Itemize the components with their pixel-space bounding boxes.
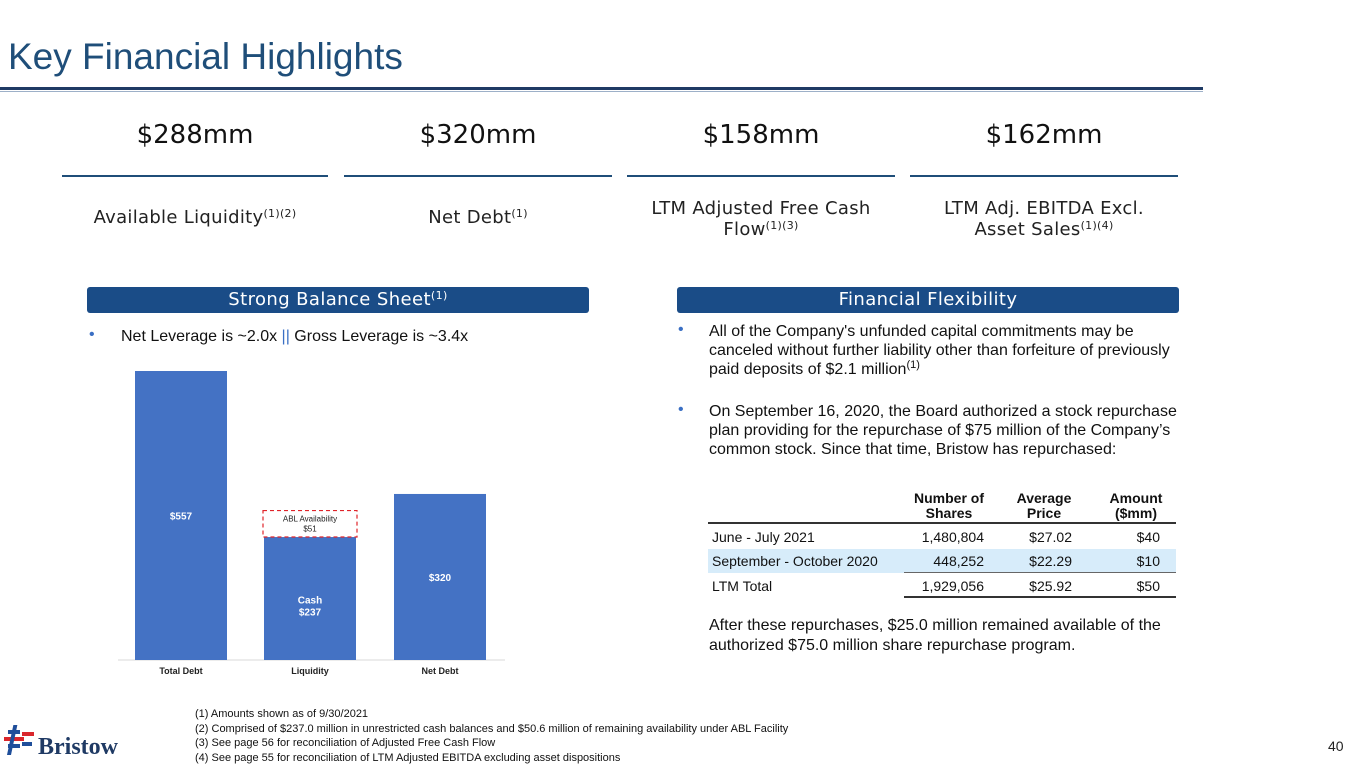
kpi-net-debt-label: Net Debt(1) [428, 207, 528, 228]
bullet-icon: • [678, 401, 684, 418]
footnote: (4) See page 55 for reconciliation of LT… [195, 751, 621, 764]
kpi-free-cash-flow-value: $158mm [702, 120, 820, 150]
header-shares: Number of Shares [914, 490, 984, 521]
title-divider-shadow [0, 91, 1203, 92]
table-row: September - October 2020 448,252 $22.29 … [708, 549, 1176, 573]
debt-liquidity-chart: $557 Cash $237 ABL Availability $51 $320 Total… [110, 360, 510, 680]
kpi-net-debt-value: $320mm [419, 120, 537, 150]
footnotes: (1) Amounts shown as of 9/30/2021 (2) Co… [195, 707, 788, 765]
bristow-mark-icon [4, 725, 34, 755]
repurchase-bullet: On September 16, 2020, the Board authori… [709, 403, 1177, 458]
chart-category-label: Total Debt [159, 666, 202, 676]
footnote: (2) Comprised of $237.0 million in unres… [195, 722, 789, 735]
kpi-divider [910, 175, 1178, 177]
kpi-ebitda-value: $162mm [985, 120, 1103, 150]
chart-data-label: Cash [298, 596, 322, 607]
bristow-logo: Bristow [4, 722, 144, 762]
kpi-divider [627, 175, 895, 177]
table-header-rule [708, 522, 1176, 524]
header-price: Average Price [1016, 490, 1072, 521]
kpi-available-liquidity-label: Available Liquidity(1)(2) [93, 207, 297, 228]
bullet-icon: • [678, 321, 684, 338]
chart-bar [135, 371, 227, 660]
title-divider [0, 87, 1203, 90]
kpi-ebitda-label: LTM Adj. EBITDA Excl. Asset Sales(1)(4) [944, 198, 1144, 240]
leverage-bullet: Net Leverage is ~2.0x || Gross Leverage … [121, 328, 469, 345]
page-title: Key Financial Highlights [8, 36, 403, 77]
chart-category-label: Liquidity [291, 666, 329, 676]
table-row-total: LTM Total 1,929,056 $25.92 $50 [712, 578, 1160, 594]
table-row: June - July 2021 1,480,804 $27.02 $40 [712, 529, 1160, 545]
after-repurchase-text: After these repurchases, $25.0 million r… [709, 617, 1161, 654]
kpi-divider [62, 175, 328, 177]
svg-text:Bristow: Bristow [38, 734, 119, 760]
chart-bar-abl-availability [262, 509, 358, 538]
financial-flexibility-banner: Financial Flexibility [677, 287, 1179, 313]
chart-canvas: $557 Cash$237 ABL Availability$51 $320 Total… [118, 371, 505, 676]
strong-balance-sheet-banner: Strong Balance Sheet(1) [87, 287, 589, 313]
chart-data-label: $320 [429, 573, 452, 584]
chart-data-label: $51 [303, 525, 317, 534]
header-amount: Amount ($mm) [1109, 490, 1163, 521]
chart-bar [264, 537, 356, 660]
kpi-free-cash-flow-label: LTM Adjusted Free Cash Flow(1)(3) [651, 198, 871, 240]
chart-data-label: $557 [170, 512, 193, 523]
commitments-bullet: All of the Company's unfunded capital co… [709, 323, 1170, 378]
kpi-available-liquidity-value: $288mm [136, 120, 254, 150]
bullet-icon: • [89, 326, 95, 343]
kpi-divider [344, 175, 612, 177]
table-bottom-rule [904, 596, 1176, 598]
footnote: (3) See page 56 for reconciliation of Ad… [195, 737, 496, 749]
footnote: (1) Amounts shown as of 9/30/2021 [195, 708, 369, 720]
table-subtotal-rule [904, 572, 1176, 573]
chart-data-label: ABL Availability [283, 515, 337, 524]
page-number: 40 [1328, 738, 1344, 754]
chart-data-label: $237 [299, 608, 322, 619]
chart-category-label: Net Debt [421, 666, 458, 676]
chart-bar [394, 493, 486, 660]
